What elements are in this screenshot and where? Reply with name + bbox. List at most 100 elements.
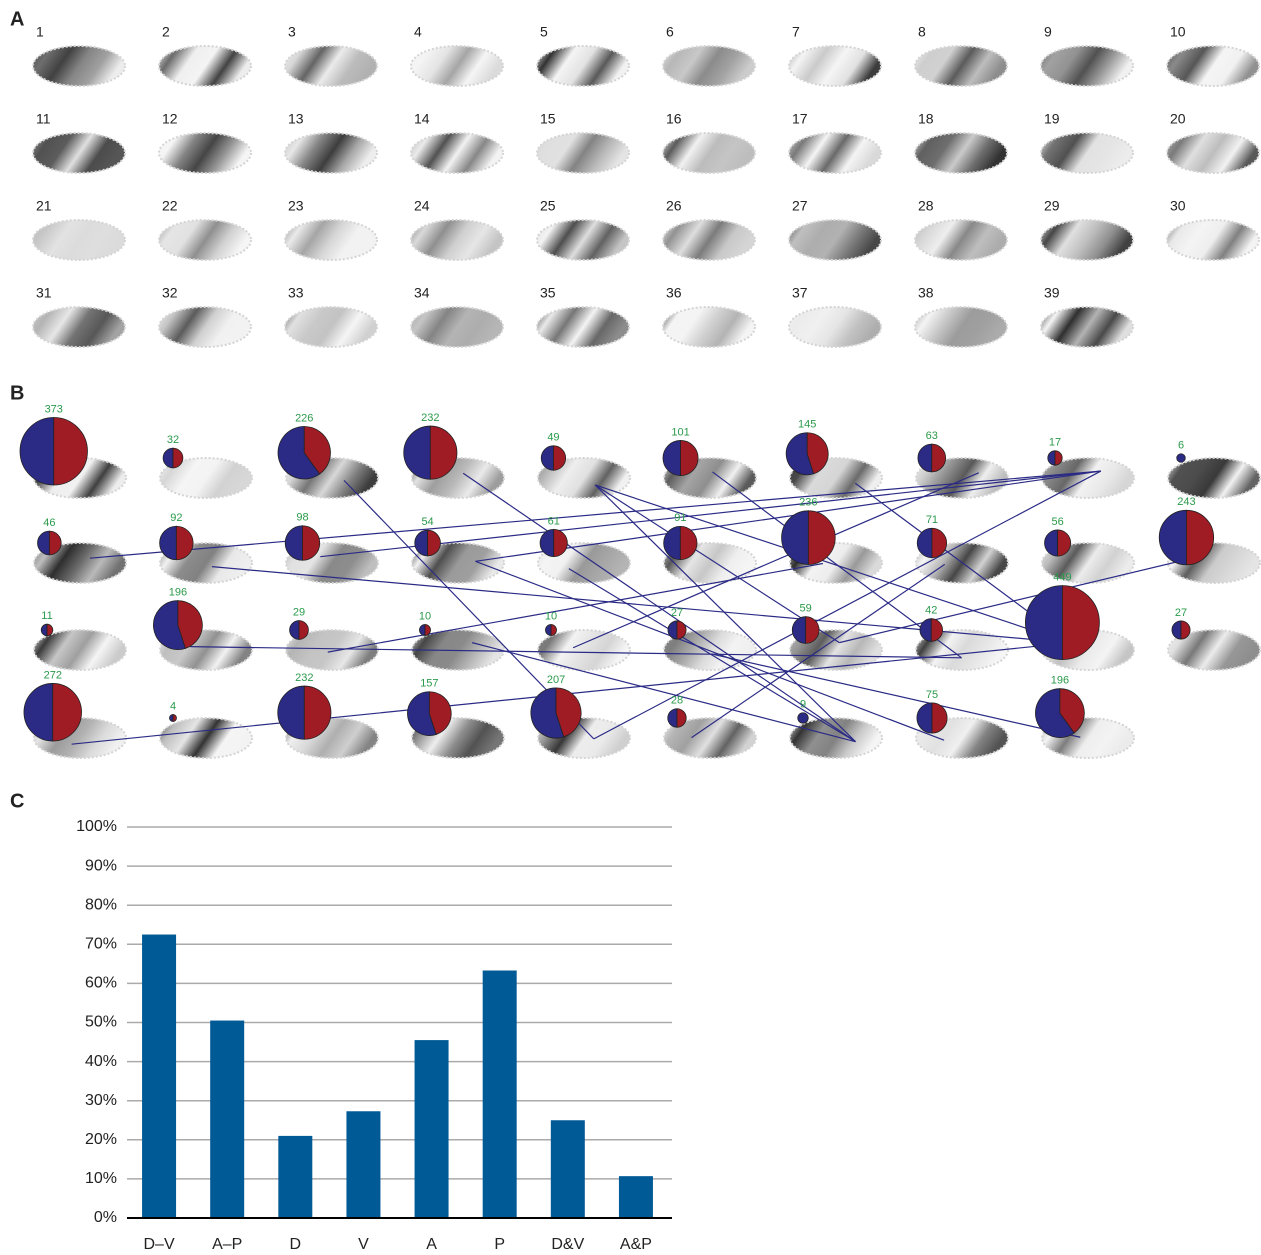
embryo bbox=[915, 220, 1007, 260]
count-label: 27 bbox=[671, 607, 683, 619]
embryo bbox=[537, 307, 629, 347]
pie bbox=[290, 621, 309, 640]
embryo bbox=[663, 46, 755, 86]
embryo bbox=[33, 133, 125, 173]
pie-slice bbox=[545, 624, 551, 635]
embryo-label: 31 bbox=[36, 285, 52, 301]
pie bbox=[38, 531, 62, 555]
count-label: 46 bbox=[43, 517, 55, 529]
count-label: 207 bbox=[547, 674, 565, 686]
embryo bbox=[789, 220, 881, 260]
embryo-label: 5 bbox=[540, 24, 548, 40]
count-label: 32 bbox=[167, 434, 179, 446]
pie-slice bbox=[918, 444, 932, 472]
embryo-label: 37 bbox=[792, 285, 808, 301]
embryo-label: 22 bbox=[162, 198, 178, 214]
embryo bbox=[915, 307, 1007, 347]
embryo-label: 34 bbox=[414, 285, 430, 301]
embryo-label: 9 bbox=[1044, 24, 1052, 40]
embryo bbox=[663, 220, 755, 260]
embryo bbox=[1167, 133, 1259, 173]
pie-slice bbox=[1172, 621, 1181, 639]
embryo bbox=[159, 46, 251, 86]
count-label: 232 bbox=[421, 412, 439, 424]
embryo-label: 39 bbox=[1044, 285, 1060, 301]
pie-slice bbox=[798, 713, 808, 723]
count-label: 9 bbox=[800, 699, 806, 711]
embryo bbox=[790, 718, 882, 758]
pie bbox=[419, 624, 430, 635]
y-tick-label: 100% bbox=[76, 818, 117, 835]
count-label: 449 bbox=[1053, 572, 1071, 584]
count-label: 61 bbox=[548, 515, 560, 527]
pie-slice bbox=[1159, 510, 1186, 564]
y-tick-label: 60% bbox=[85, 975, 117, 992]
embryo bbox=[159, 220, 251, 260]
pie bbox=[170, 715, 177, 722]
embryo bbox=[159, 307, 251, 347]
y-tick-label: 20% bbox=[85, 1131, 117, 1148]
embryo bbox=[789, 46, 881, 86]
link bbox=[711, 654, 1080, 737]
pie-slice bbox=[663, 440, 681, 475]
embryo-label: 6 bbox=[666, 24, 674, 40]
embryo bbox=[1168, 458, 1260, 498]
pie-slice bbox=[792, 617, 805, 644]
embryo-label: 16 bbox=[666, 111, 682, 127]
embryo bbox=[285, 220, 377, 260]
embryo bbox=[285, 133, 377, 173]
embryo-label: 13 bbox=[288, 111, 304, 127]
pie bbox=[415, 530, 441, 556]
embryo bbox=[663, 307, 755, 347]
count-label: 91 bbox=[674, 512, 686, 524]
pie bbox=[540, 529, 567, 556]
pie-slice bbox=[20, 418, 54, 485]
embryo bbox=[1167, 46, 1259, 86]
pie bbox=[278, 686, 331, 739]
pie-slice bbox=[285, 526, 302, 561]
embryo-label: 3 bbox=[288, 24, 296, 40]
embryo bbox=[159, 133, 251, 173]
embryo-label: 36 bbox=[666, 285, 682, 301]
embryo bbox=[537, 46, 629, 86]
embryo bbox=[915, 133, 1007, 173]
embryo-label: 27 bbox=[792, 198, 808, 214]
embryo-label: 24 bbox=[414, 198, 430, 214]
count-label: 196 bbox=[169, 587, 187, 599]
x-tick-label: A–P bbox=[212, 1236, 242, 1253]
pie-slice bbox=[917, 528, 932, 557]
count-label: 54 bbox=[421, 516, 433, 528]
pie bbox=[792, 617, 819, 644]
embryo bbox=[33, 220, 125, 260]
count-label: 28 bbox=[671, 695, 683, 707]
count-label: 27 bbox=[1175, 607, 1187, 619]
embryo bbox=[1041, 46, 1133, 86]
pie-slice bbox=[160, 526, 177, 559]
pie-slice bbox=[668, 621, 677, 639]
y-tick-label: 80% bbox=[85, 896, 117, 913]
pie bbox=[1025, 586, 1099, 660]
pie bbox=[20, 418, 87, 485]
y-tick-label: 70% bbox=[85, 936, 117, 953]
count-label: 71 bbox=[926, 514, 938, 526]
bar bbox=[619, 1176, 653, 1218]
embryo-label: 2 bbox=[162, 24, 170, 40]
bar bbox=[483, 970, 517, 1218]
count-label: 98 bbox=[296, 512, 308, 524]
embryo-label: 35 bbox=[540, 285, 556, 301]
pie bbox=[531, 688, 581, 738]
pie bbox=[407, 692, 451, 736]
y-tick-label: 30% bbox=[85, 1092, 117, 1109]
x-tick-label: D&V bbox=[551, 1236, 584, 1253]
pie bbox=[920, 619, 943, 642]
embryo bbox=[33, 46, 125, 86]
pie bbox=[917, 703, 947, 733]
embryo bbox=[411, 133, 503, 173]
y-tick-label: 40% bbox=[85, 1053, 117, 1070]
pie-slice bbox=[917, 703, 932, 733]
pie bbox=[541, 446, 565, 470]
embryo-label: 8 bbox=[918, 24, 926, 40]
count-label: 373 bbox=[45, 403, 63, 415]
pie bbox=[1048, 451, 1062, 465]
count-label: 17 bbox=[1049, 437, 1061, 449]
